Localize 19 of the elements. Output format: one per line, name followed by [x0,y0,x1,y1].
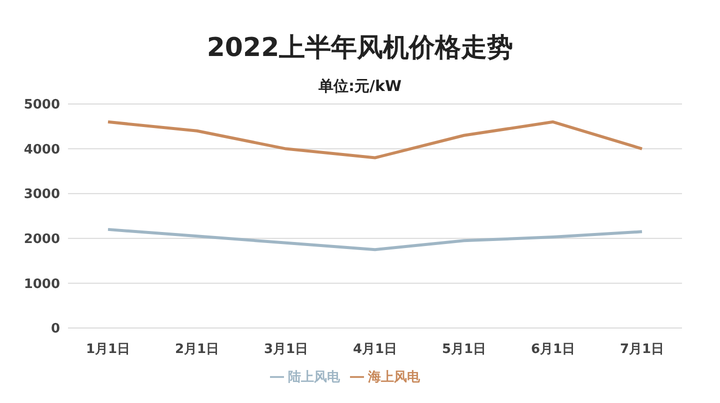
y-tick-label: 1000 [24,276,60,292]
chart-subtitle: 单位:元/kW [318,77,402,96]
x-tick-label: 3月1日 [264,342,308,358]
y-tick-label: 2000 [24,232,60,248]
x-tick-label: 4月1日 [352,342,398,358]
x-tick-label: 1月1日 [86,342,130,358]
chart-title: 2022上半年风机价格走势 [206,32,514,65]
y-tick-label: 4000 [24,142,60,158]
y-tick-label: 3000 [24,187,60,202]
x-tick-label: 2月1日 [174,342,220,358]
x-tick-label: 5月1日 [442,342,486,358]
x-tick-label: 6月1日 [530,342,576,358]
x-tick-label: 7月1日 [620,342,664,358]
legend-label: 海上风电 [368,370,420,385]
line-series [106,120,644,160]
legend-label: 陆上风电 [288,370,340,385]
y-tick-label: 0 [50,322,60,337]
line-series [106,228,644,252]
y-tick-label: 5000 [24,98,60,113]
